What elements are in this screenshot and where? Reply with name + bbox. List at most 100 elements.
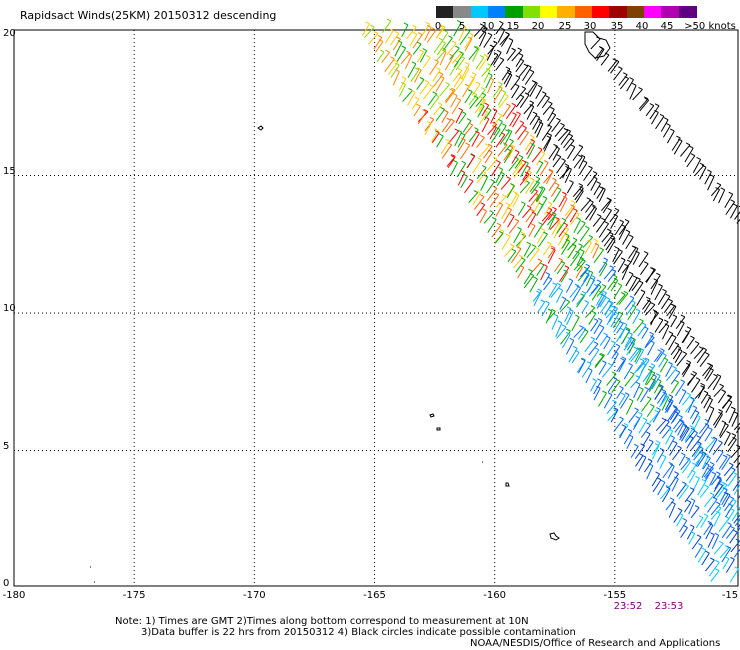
wind-barb <box>432 71 444 87</box>
color-scale-label: 5 <box>458 21 466 32</box>
wind-barb <box>498 93 509 109</box>
wind-barb <box>678 452 686 466</box>
wind-barb <box>727 433 737 447</box>
wind-barb <box>688 498 696 515</box>
wind-barb <box>593 181 601 196</box>
wind-barb <box>630 375 641 389</box>
wind-barb <box>554 257 564 272</box>
wind-barb <box>431 130 440 143</box>
wind-barb <box>497 142 508 157</box>
wind-barb <box>515 86 527 101</box>
wind-barb <box>464 36 473 52</box>
wind-barb <box>628 245 637 259</box>
wind-barb <box>698 418 710 435</box>
wind-barb <box>571 349 580 364</box>
color-scale-label: 45 <box>660 21 674 32</box>
wind-barb <box>439 30 449 45</box>
wind-barb <box>708 436 718 454</box>
wind-barb <box>618 356 627 373</box>
wind-barb <box>526 244 537 258</box>
wind-barb <box>638 251 649 268</box>
wind-barb <box>530 180 540 194</box>
wind-barb <box>498 123 507 138</box>
wind-barb <box>496 171 505 187</box>
wind-barb <box>407 61 417 78</box>
wind-barb <box>596 284 607 297</box>
wind-barb <box>676 481 687 497</box>
wind-barb <box>446 40 457 56</box>
wind-barb <box>734 205 740 220</box>
wind-barb <box>713 383 724 398</box>
wind-barb <box>628 407 639 423</box>
wind-barb <box>598 390 607 407</box>
wind-barb <box>493 119 503 136</box>
wind-barb <box>671 379 679 394</box>
wind-barb <box>523 100 535 115</box>
color-scale-swatch <box>436 6 454 18</box>
wind-barb <box>736 218 740 224</box>
wind-barb <box>536 186 546 203</box>
wind-barb <box>642 431 651 447</box>
wind-barb <box>630 246 639 263</box>
wind-barb <box>567 243 577 259</box>
wind-barb <box>671 135 681 151</box>
wind-barb <box>699 164 707 180</box>
wind-barb <box>560 269 569 283</box>
wind-barb <box>559 296 567 310</box>
wind-barb <box>672 408 681 423</box>
wind-barb <box>703 492 715 508</box>
wind-barb <box>458 24 467 41</box>
color-scale-swatch <box>644 6 662 18</box>
wind-barb <box>483 68 491 83</box>
wind-barb <box>576 258 586 272</box>
wind-barb <box>708 559 720 577</box>
wind-barb <box>681 326 692 343</box>
wind-barb <box>400 50 411 64</box>
wind-barb <box>626 300 636 316</box>
wind-barb <box>724 496 735 512</box>
wind-barb <box>705 397 713 413</box>
wind-barb <box>607 237 616 254</box>
wind-barb <box>596 46 605 61</box>
wind-barb <box>585 269 594 287</box>
wind-barb <box>626 434 634 449</box>
wind-barb <box>665 497 675 511</box>
color-scale-swatch <box>453 6 472 18</box>
wind-barb <box>473 194 485 210</box>
wind-barb <box>573 154 583 169</box>
wind-barb <box>736 517 740 524</box>
wind-barb <box>721 491 729 506</box>
wind-barb <box>683 499 692 513</box>
wind-barb <box>733 448 740 464</box>
wind-barb <box>652 477 662 493</box>
wind-barb <box>426 27 437 43</box>
wind-barb <box>419 48 428 63</box>
wind-barb <box>677 420 685 436</box>
wind-barb <box>528 223 536 237</box>
wind-barb <box>657 479 666 496</box>
wind-barb <box>589 205 598 221</box>
wind-barb <box>517 201 526 216</box>
wind-barb <box>666 128 675 144</box>
wind-barb <box>697 451 707 467</box>
wind-barb <box>629 82 637 100</box>
wind-barb <box>725 503 733 518</box>
wind-barb <box>593 317 603 335</box>
wind-barb <box>610 277 619 292</box>
wind-barb <box>503 129 513 146</box>
wind-barb <box>499 129 510 145</box>
wind-barb <box>687 370 698 385</box>
wind-barb <box>654 384 664 400</box>
wind-barb <box>455 107 464 124</box>
wind-barb <box>432 67 441 82</box>
wind-barb <box>656 447 665 463</box>
wind-barb <box>424 24 432 41</box>
wind-barb <box>508 144 516 159</box>
wind-barb <box>536 91 547 107</box>
wind-barb <box>478 97 486 112</box>
wind-barb <box>603 392 613 409</box>
wind-barb <box>732 476 740 492</box>
wind-barb <box>707 174 715 191</box>
wind-barb <box>436 133 444 148</box>
